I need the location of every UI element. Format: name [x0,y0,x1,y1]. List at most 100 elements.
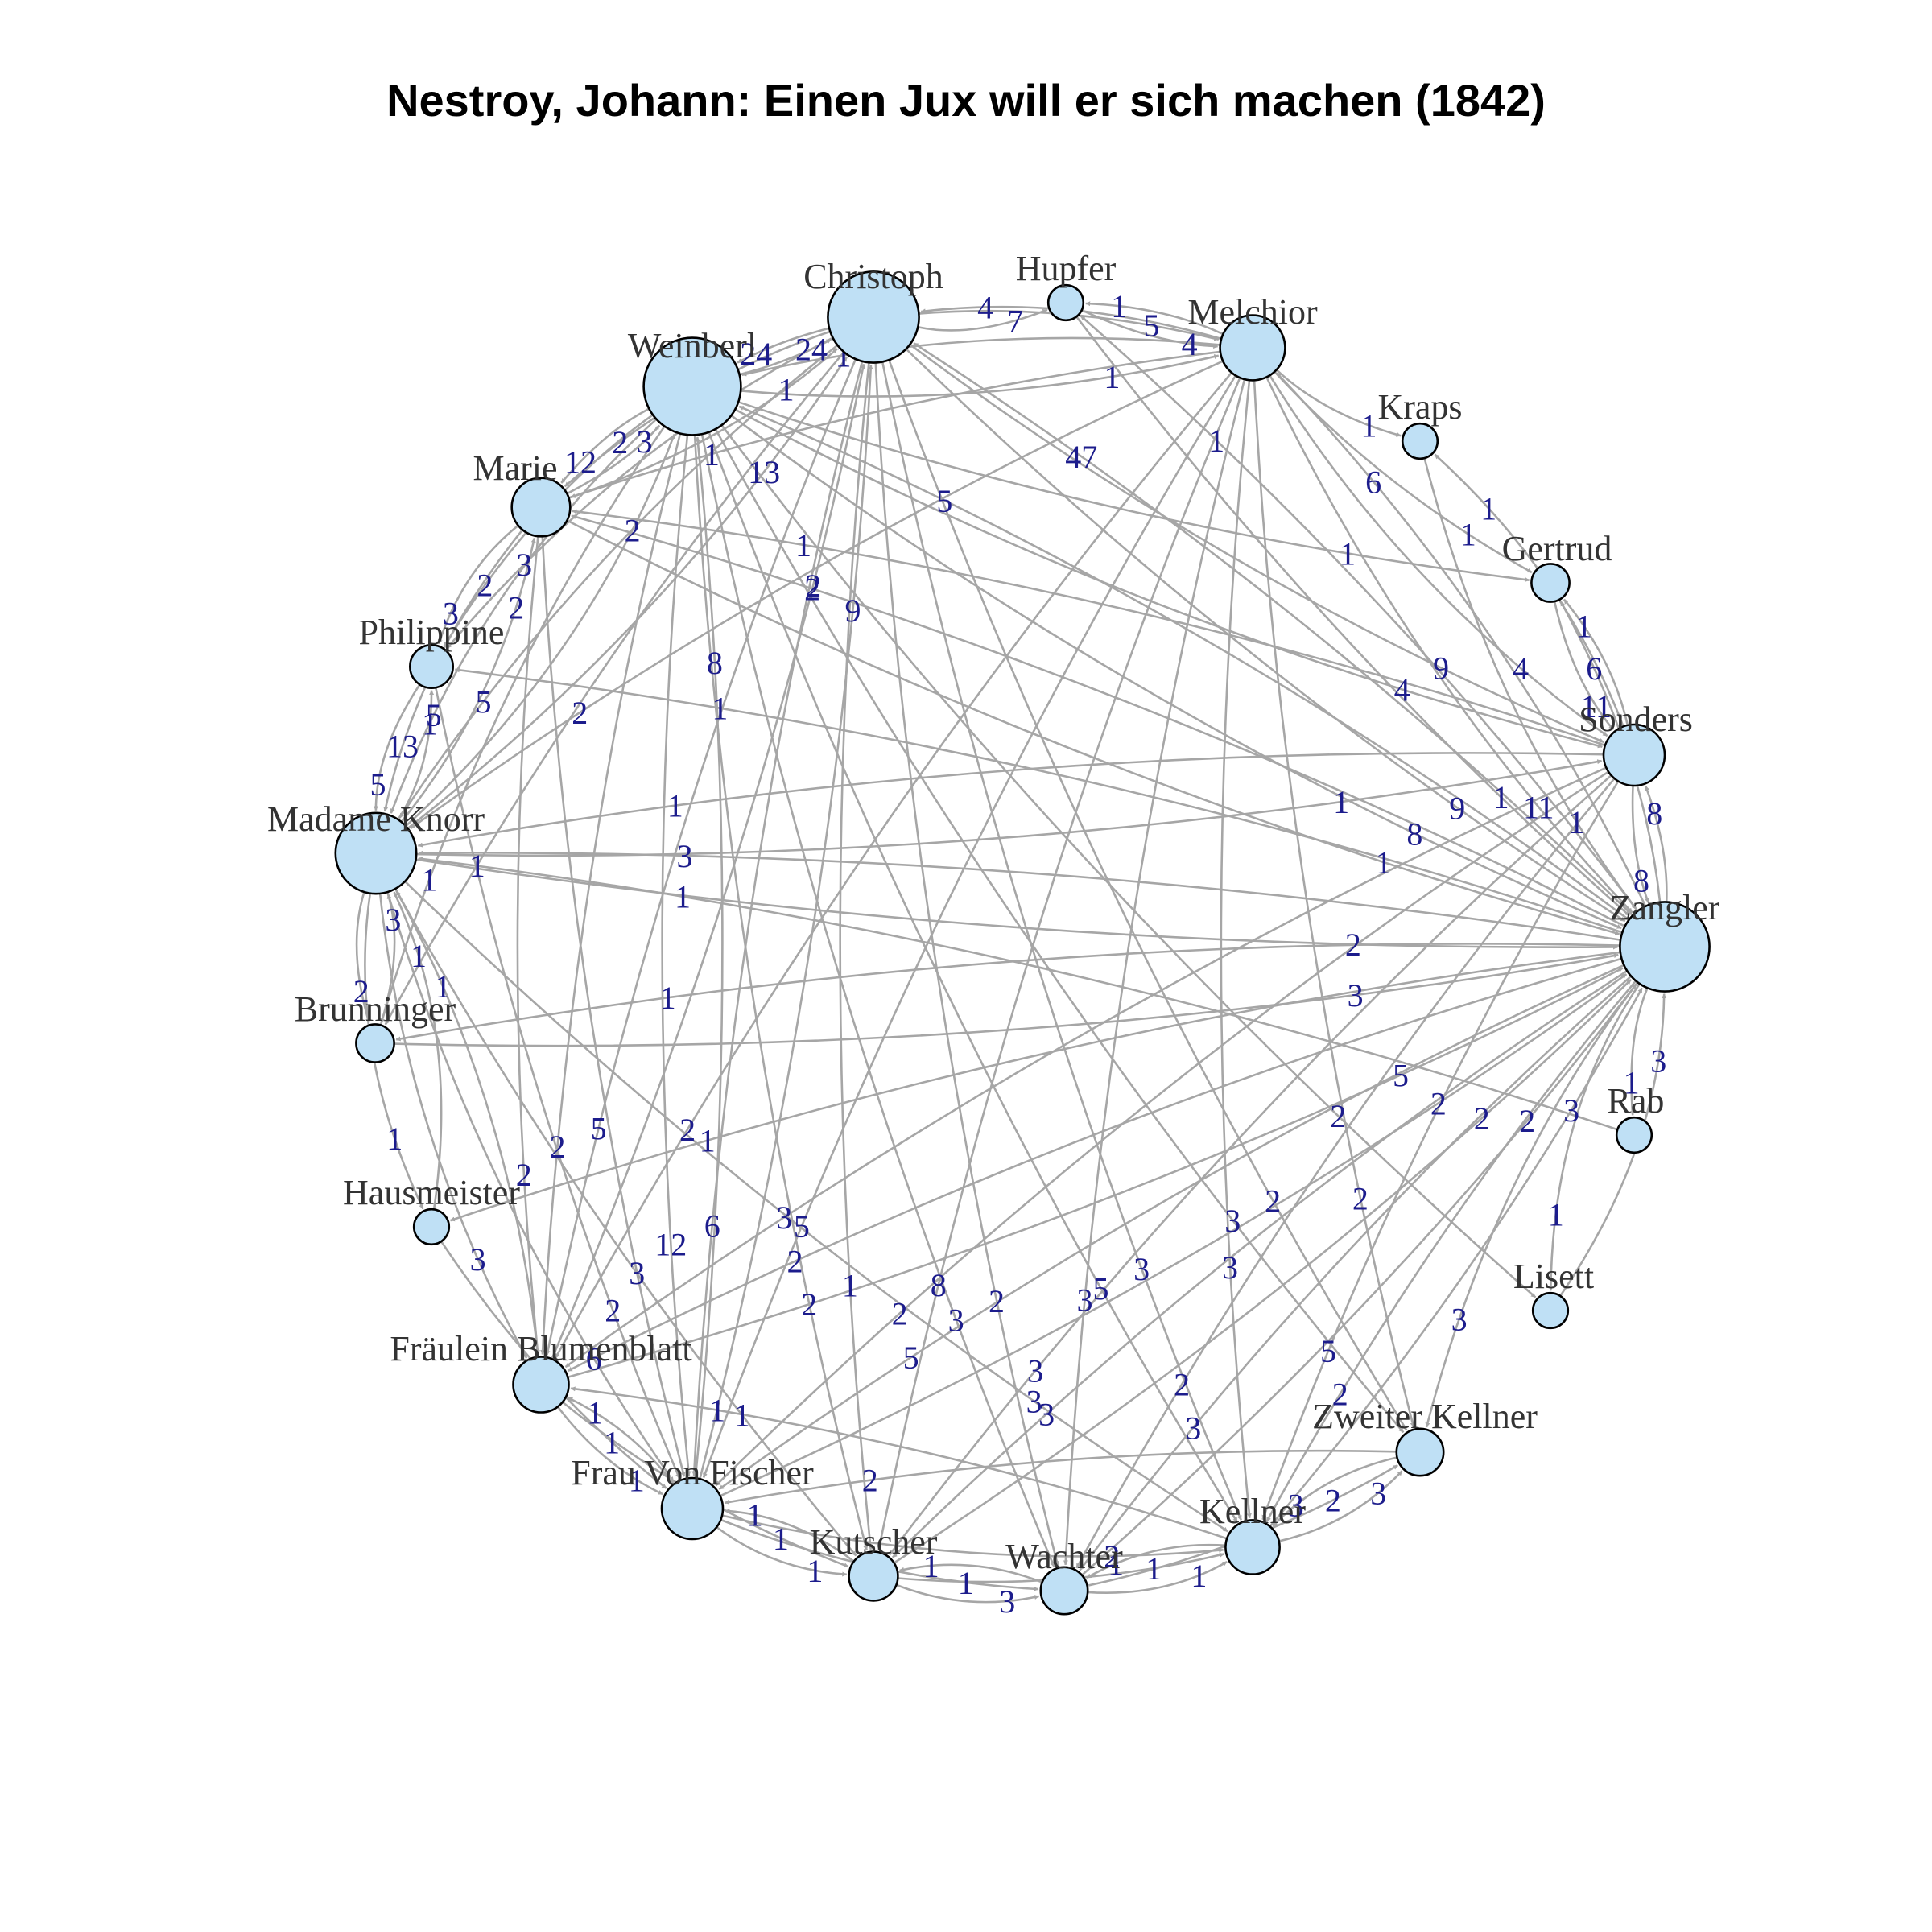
edge-melchior-to-marie [570,350,1221,498]
edge-zangler-to-wachter [1079,975,1633,1571]
edge-weight-christoph-to-fr-ulein-blumenblatt: 5 [591,1110,607,1146]
edge-melchior-to-gertrud [1274,370,1533,574]
edge-weight-hupfer-to-melchior: 4 [1182,326,1198,362]
edge-sonders-to-madame-knorr [417,752,1604,848]
edge-zangler-to-marie [571,514,1626,927]
edge-weight-wachter-to-kellner: 1 [1191,1558,1207,1594]
node-label-sonders: Sonders [1579,700,1693,739]
edge-weight-melchior-to-kellner: 3 [1222,1249,1238,1286]
edge-sonders-to-kellner [1261,780,1620,1521]
edge-weight-sonders-to-frau-von-fischer: 2 [892,1296,908,1332]
edge-weight-weinberl-to-philippine: 2 [477,568,493,604]
edge-marie-to-philippine [437,524,519,645]
edge-zangler-to-kutscher [891,970,1628,1558]
edge-weight-christoph-to-zangler: 9 [1449,790,1465,826]
edge-weight-zangler-to-hupfer: 1 [1208,423,1224,459]
node-label-brunninger: Brunninger [295,989,456,1029]
edge-marie-to-frau-von-fischer [541,536,686,1477]
edge-weinberl-to-lisett [720,424,1537,1298]
edge-weight-kutscher-to-frau-von-fischer: 1 [747,1497,763,1534]
edge-weight-kellner-to-zweiter-kellner: 3 [1370,1476,1386,1512]
node-label-marie: Marie [473,448,557,488]
edge-weight-melchior-to-kraps: 1 [1360,407,1377,444]
edge-christoph-to-zweiter-kellner [888,359,1408,1431]
edge-weight-melchior-to-christoph: 4 [977,289,993,325]
node-gertrud [1530,563,1571,603]
edge-weight-sonders-to-fr-ulein-blumenblatt: 3 [776,1199,792,1236]
edge-kellner-to-wachter [1086,1543,1226,1579]
edge-melchior-to-weinberl [741,336,1220,377]
node-hupfer [1046,283,1085,322]
edge-madame-knorr-to-fr-ulein-blumenblatt [378,893,528,1359]
edge-madame-knorr-to-philippine [397,690,435,820]
edge-weight-zangler-to-christoph: 47 [1065,439,1097,475]
edge-weight-kutscher-to-wachter: 3 [999,1583,1015,1620]
edge-weight-melchior-to-fr-ulein-blumenblatt: 2 [679,1112,696,1148]
edge-weight-hupfer-to-zangler: 1 [1493,779,1509,815]
edge-christoph-to-madame-knorr [398,344,839,819]
edge-weight-weinberl-to-melchior: 1 [1104,359,1120,395]
node-label-weinberl: Weinberl [628,326,757,365]
edge-weight-christoph-to-kutscher: 1 [842,1267,858,1303]
node-label-lisett: Lisett [1513,1257,1594,1296]
node-label-wachter: Wachter [1005,1537,1123,1576]
node-labels-layer: Christoph Hupfer Melchior Kraps Gertrud Sonde… [267,249,1720,1576]
edge-weight-zangler-to-gertrud: 6 [1586,650,1602,687]
edge-zangler-to-madame-knorr [418,850,1621,941]
edge-weight-weinberl-to-zweiter-kellner: 3 [1224,1203,1241,1239]
node-kutscher [848,1550,899,1602]
edge-weight-zangler-to-sonders: 8 [1646,795,1662,832]
edge-weight-zangler-to-hausmeister: 1 [700,1123,716,1159]
edge-sonders-to-marie [572,509,1606,747]
edge-weight-madame-knorr-to-kutscher: 1 [734,1397,750,1434]
node-sonders [1602,723,1666,787]
edge-weight-melchior-to-sonders: 4 [1513,650,1529,687]
edge-weight-weinberl-to-fr-ulein-blumenblatt: 2 [550,1129,566,1165]
edge-weight-madame-knorr-to-philippine: 1 [422,706,438,742]
edge-kutscher-to-frau-von-fischer [724,1509,855,1563]
edge-weight-kutscher-to-zangler: 2 [1474,1100,1490,1137]
edge-weight-marie-to-weinberl: 3 [637,423,653,460]
edge-weight-sonders-to-madame-knorr: 1 [667,788,683,824]
edge-frau-von-fischer-to-kutscher [716,1525,848,1577]
node-wachter [1039,1566,1089,1616]
edge-madame-knorr-to-kutscher [394,888,857,1557]
node-philippine [408,643,454,689]
edge-madame-knorr-to-frau-von-fischer [386,891,675,1483]
edge-kellner-to-fr-ulein-blumenblatt [570,1386,1228,1540]
edge-zangler-to-weinberl [738,405,1630,921]
edge-weight-brunninger-to-madame-knorr: 3 [385,902,401,938]
node-hausmeister [412,1208,451,1246]
edge-frau-von-fischer-to-weinberl [694,436,724,1479]
edge-weight-madame-knorr-to-fr-ulein-blumenblatt: 3 [470,1241,486,1278]
edge-marie-to-zangler [566,519,1620,935]
edge-weight-marie-to-fr-ulein-blumenblatt: 2 [516,1157,532,1193]
edge-weight-zangler-to-philippine: 1 [712,691,728,727]
edge-weight-hausmeister-to-frau-von-fischer: 1 [604,1424,620,1460]
edge-weight-madame-knorr-to-frau-von-fischer: 6 [586,1341,602,1377]
edge-philippine-to-madame-knorr [373,683,421,811]
edge-weight-zangler-to-weinberl: 5 [936,483,952,519]
edge-weight-melchior-to-gertrud: 1 [1460,517,1476,553]
edge-christoph-to-philippine [446,336,834,650]
edge-frau-von-fischer-to-kellner [721,1514,1224,1558]
edge-frau-von-fischer-to-fr-ulein-blumenblatt [568,1397,675,1485]
edge-weight-fr-ulein-blumenblatt-to-frau-von-fischer: 1 [629,1462,645,1498]
edge-weight-fr-ulein-blumenblatt-to-kutscher: 1 [773,1521,789,1557]
node-lisett [1531,1291,1570,1330]
edge-zangler-to-hupfer [1080,315,1639,912]
edge-weight-christoph-to-sonders: 9 [1433,650,1449,687]
edge-weight-zangler-to-rab: 1 [1624,1064,1640,1100]
edge-zangler-to-philippine [454,667,1623,934]
edge-weinberl-to-zangler [730,415,1622,930]
edge-weight-weinberl-to-kutscher: 2 [801,1286,817,1323]
edge-sonders-to-gertrud [1563,598,1629,726]
edge-weight-zangler-to-madame-knorr: 3 [677,838,693,874]
edges-layer [355,301,1668,1604]
edge-weight-sonders-to-wachter: 2 [1174,1367,1190,1403]
edge-weight-christoph-to-melchior: 5 [1144,308,1160,344]
edge-melchior-to-kraps [1275,369,1402,437]
edge-weight-rab-to-madame-knorr: 1 [675,879,691,915]
edge-weight-melchior-to-frau-von-fischer: 5 [794,1208,810,1245]
edge-zweiter-kellner-to-kellner [1272,1456,1397,1527]
